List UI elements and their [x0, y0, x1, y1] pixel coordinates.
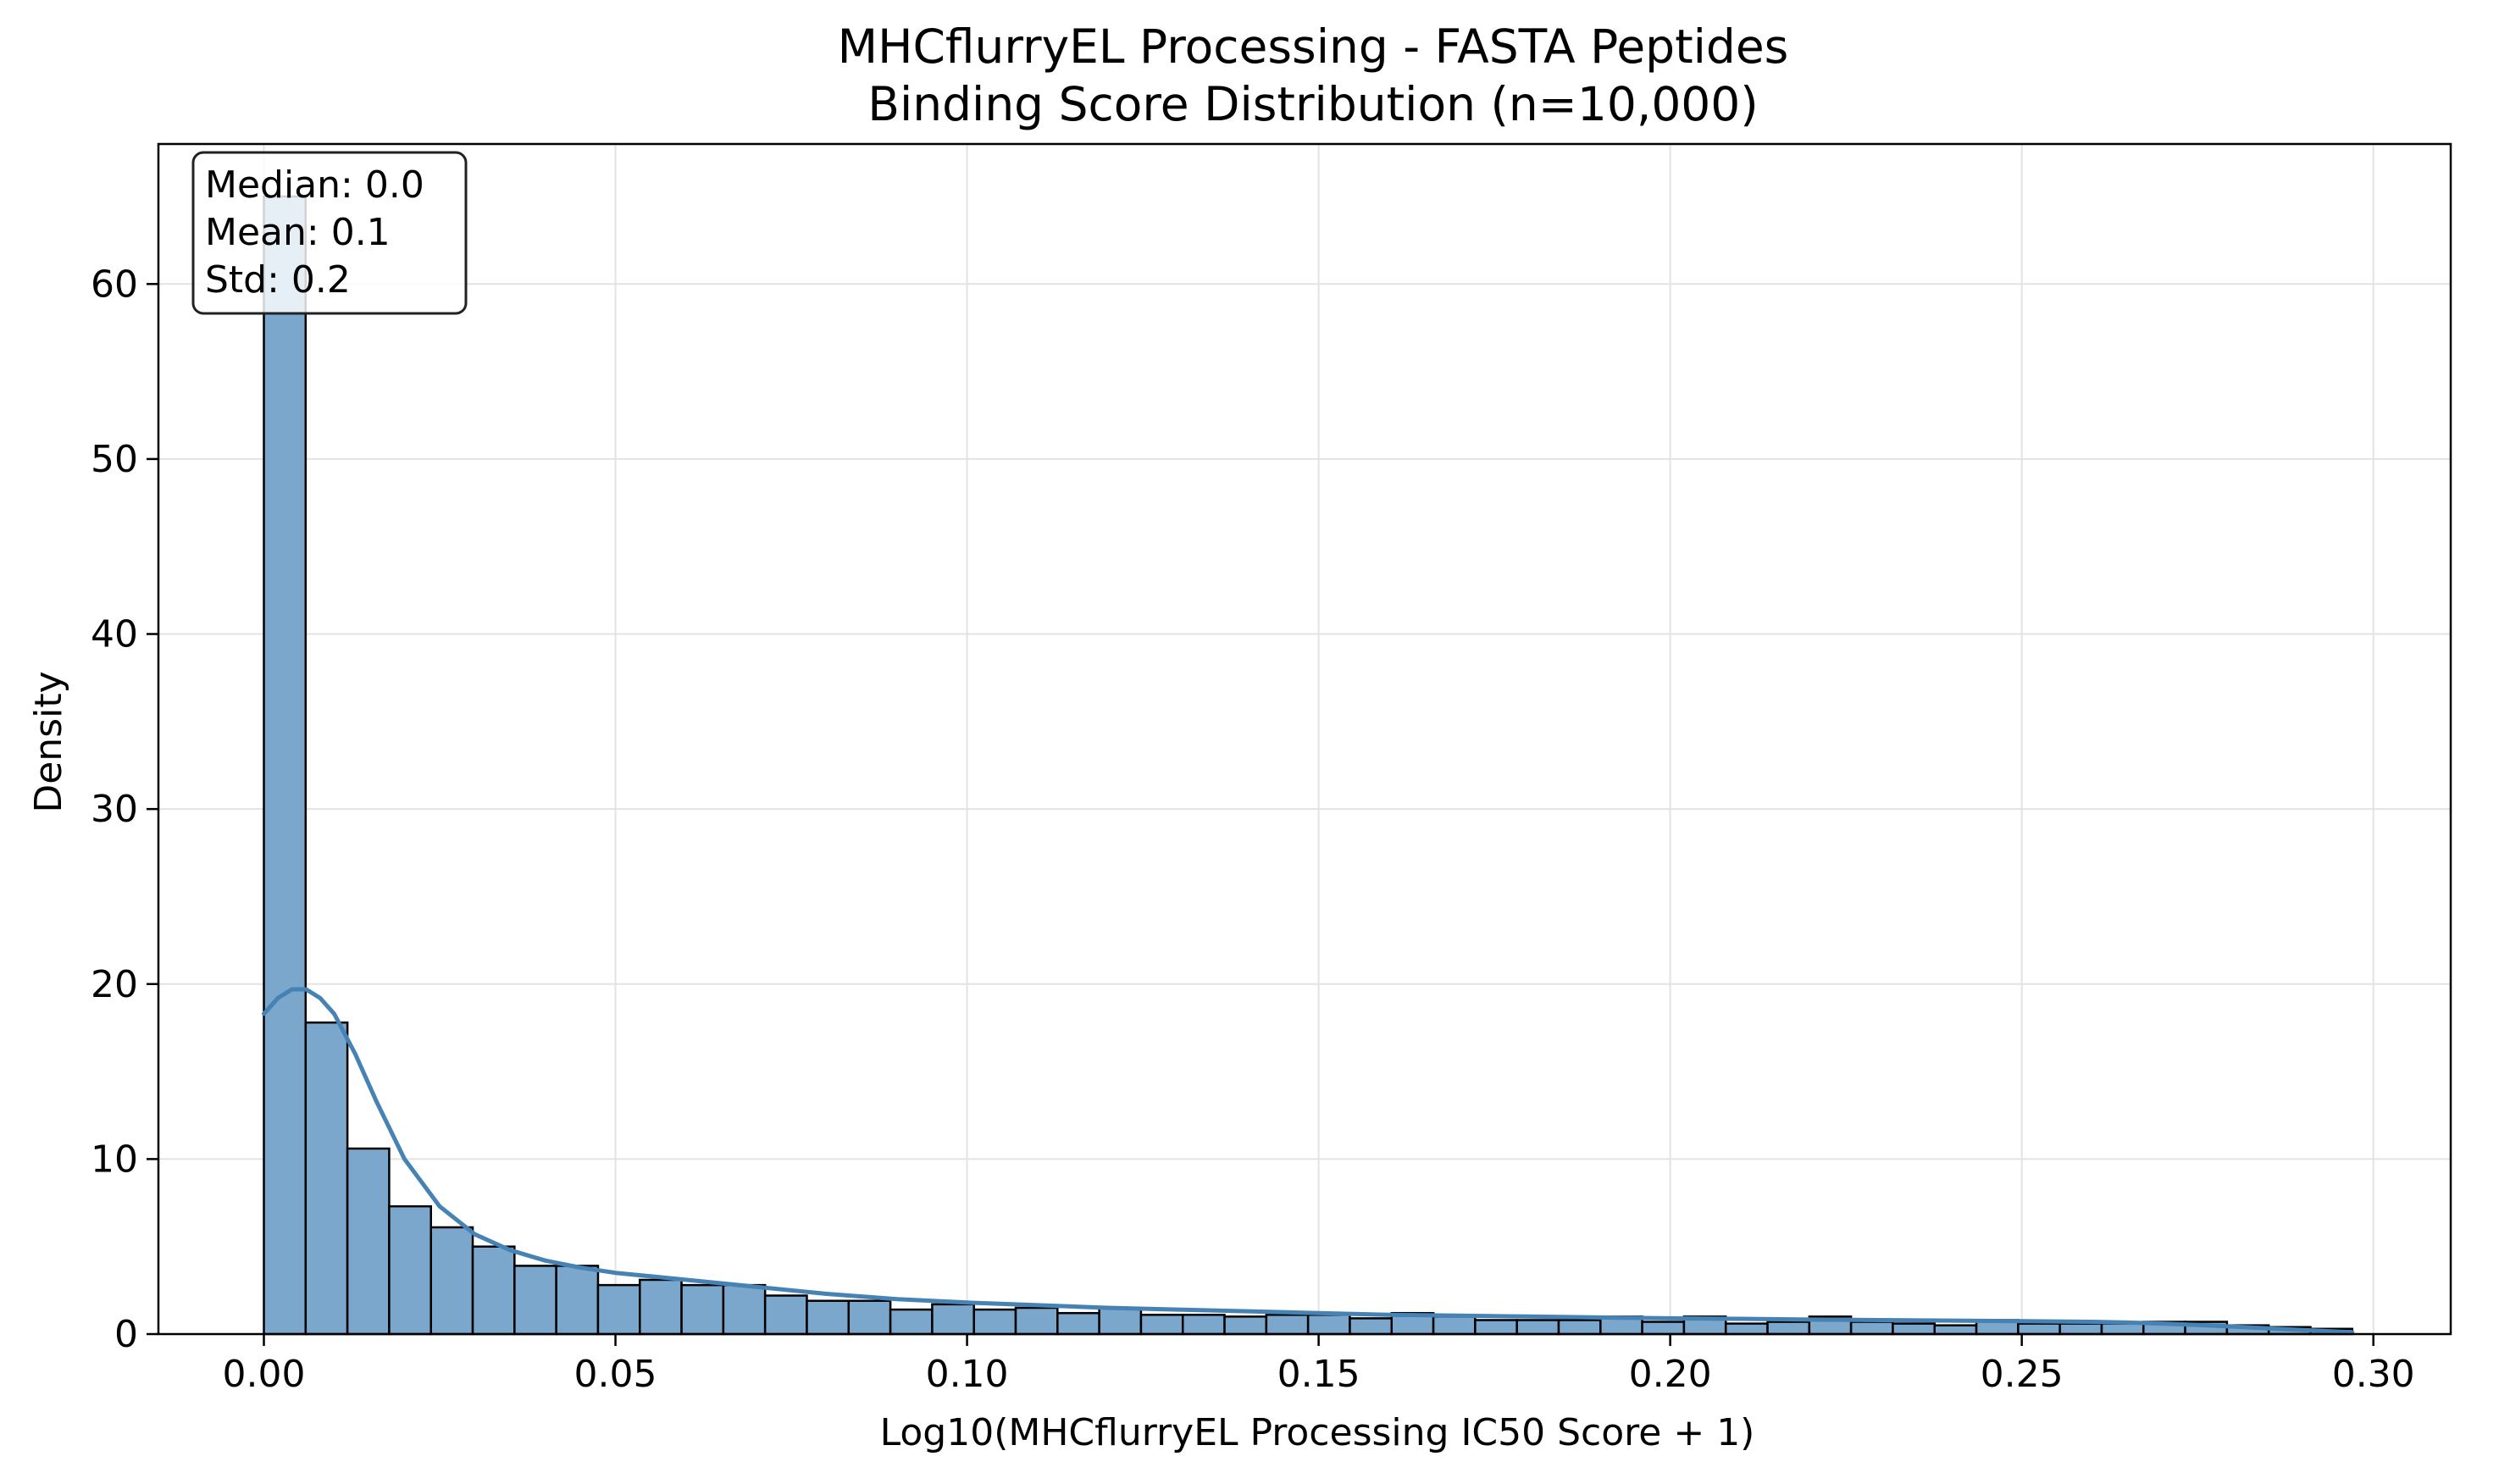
histogram-bar-21	[1139, 1314, 1184, 1336]
histogram-bar-4	[429, 1226, 474, 1336]
stats-mean: Mean: 0.1	[205, 211, 391, 254]
histogram-bar-1	[304, 1021, 349, 1336]
histogram-bar-19	[1056, 1311, 1100, 1336]
histogram-bar-23	[1223, 1315, 1268, 1336]
stats-std: Std: 0.2	[205, 258, 351, 302]
kde-curve-layer	[262, 987, 2355, 1335]
histogram-bar-40	[1933, 1324, 1978, 1336]
histogram-bar-29	[1474, 1319, 1518, 1336]
histogram-bar-30	[1515, 1319, 1560, 1336]
stats-median: Median: 0.0	[205, 163, 424, 207]
y-tick-label-5: 50	[91, 438, 138, 481]
histogram-bar-2	[346, 1147, 391, 1336]
histogram-bar-11	[722, 1283, 767, 1336]
histogram-bar-17	[972, 1308, 1017, 1336]
histogram-bar-38	[1849, 1321, 1894, 1336]
x-tick-label-1: 0.05	[574, 1353, 657, 1396]
histogram-bar-10	[680, 1283, 725, 1336]
histogram-bar-7	[555, 1265, 600, 1336]
histogram-bar-42	[2017, 1322, 2061, 1336]
y-tick-label-6: 60	[91, 263, 138, 306]
kde-line	[262, 987, 2355, 1335]
x-tick-label-4: 0.20	[1629, 1353, 1712, 1396]
histogram-bar-22	[1181, 1314, 1226, 1336]
x-tick-label-6: 0.30	[2332, 1353, 2415, 1396]
x-tick-label-5: 0.25	[1981, 1353, 2064, 1396]
x-tick-label-0: 0.00	[223, 1353, 306, 1396]
x-axis-label: Log10(MHCflurryEL Processing IC50 Score …	[880, 1411, 1755, 1454]
histogram-bar-15	[889, 1308, 934, 1336]
histogram-bar-16	[931, 1303, 975, 1336]
histogram-bar-18	[1014, 1306, 1059, 1336]
histogram-bar-13	[806, 1299, 851, 1336]
histogram-bar-33	[1641, 1321, 1686, 1336]
y-tick-label-4: 40	[91, 613, 138, 656]
histogram-bar-25	[1306, 1314, 1351, 1336]
histogram-bar-24	[1265, 1314, 1310, 1336]
histogram-bar-3	[388, 1204, 432, 1336]
histogram-bar-14	[847, 1299, 892, 1336]
histogram-bar-9	[639, 1278, 683, 1336]
chart-subtitle: Binding Score Distribution (n=10,000)	[867, 77, 1759, 131]
stats-box-frame	[191, 151, 468, 315]
plot-frame	[157, 142, 2452, 1336]
histogram-bar-8	[596, 1283, 641, 1336]
stats-annotation: Median: 0.0 Mean: 0.1 Std: 0.2	[191, 151, 468, 315]
histogram-bar-43	[2058, 1322, 2103, 1336]
x-tick-label-3: 0.15	[1277, 1353, 1360, 1396]
histogram-bars	[263, 195, 2354, 1336]
histogram-bar-12	[763, 1294, 808, 1336]
chart-title: MHCflurryEL Processing - FASTA Peptides	[838, 19, 1789, 74]
histogram-bar-26	[1349, 1317, 1394, 1336]
histogram-bar-5	[471, 1245, 516, 1336]
y-tick-label-0: 0	[114, 1313, 138, 1356]
histogram-bar-28	[1432, 1315, 1477, 1336]
x-tick-label-2: 0.10	[926, 1353, 1009, 1396]
axis-ticks: 0.00 0.05 0.10 0.15 0.20 0.25 0.30 0 10 20 30 40 50 6…	[91, 263, 2415, 1396]
y-tick-label-2: 20	[91, 963, 138, 1006]
histogram-bar-31	[1557, 1319, 1602, 1336]
histogram-bar-36	[1766, 1321, 1811, 1336]
histogram-bar-39	[1892, 1322, 1936, 1336]
histogram-bar-0	[263, 195, 308, 1336]
histogram-bar-20	[1098, 1306, 1143, 1336]
histogram-bar-44	[2100, 1322, 2145, 1336]
y-tick-label-3: 30	[91, 788, 138, 831]
histogram-bar-6	[513, 1265, 557, 1336]
y-axis-label: Density	[27, 671, 70, 812]
y-tick-label-1: 10	[91, 1138, 138, 1181]
histogram-bar-35	[1724, 1322, 1769, 1336]
